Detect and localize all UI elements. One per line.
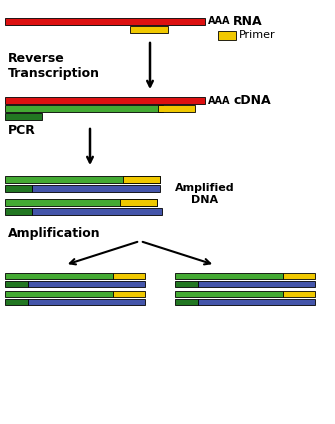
Bar bbox=[123, 176, 160, 183]
Text: RNA: RNA bbox=[233, 15, 263, 28]
Text: cDNA: cDNA bbox=[233, 94, 271, 107]
Bar bbox=[175, 299, 198, 305]
Bar bbox=[28, 299, 145, 305]
Bar bbox=[130, 26, 168, 33]
Bar bbox=[5, 185, 32, 192]
Bar bbox=[175, 291, 283, 297]
Bar bbox=[5, 291, 113, 297]
Bar bbox=[198, 281, 315, 287]
Bar bbox=[283, 291, 315, 297]
Bar bbox=[5, 113, 42, 120]
Bar bbox=[158, 105, 195, 112]
Bar bbox=[28, 281, 145, 287]
Bar bbox=[283, 273, 315, 279]
Bar bbox=[5, 273, 113, 279]
Bar bbox=[5, 299, 28, 305]
Text: Amplification: Amplification bbox=[8, 227, 100, 240]
Bar bbox=[175, 273, 283, 279]
Bar bbox=[32, 208, 162, 215]
Bar bbox=[5, 18, 205, 25]
Text: AAA: AAA bbox=[208, 17, 230, 26]
Bar bbox=[5, 97, 205, 104]
Text: Primer: Primer bbox=[239, 30, 276, 40]
Bar bbox=[175, 281, 198, 287]
Bar bbox=[218, 31, 236, 40]
Bar bbox=[5, 176, 160, 183]
Bar bbox=[5, 208, 32, 215]
Bar bbox=[113, 273, 145, 279]
Bar bbox=[198, 299, 315, 305]
Bar bbox=[5, 199, 157, 206]
Bar bbox=[120, 199, 157, 206]
Text: AAA: AAA bbox=[208, 95, 230, 106]
Text: Amplified
DNA: Amplified DNA bbox=[175, 183, 234, 205]
Bar bbox=[5, 281, 28, 287]
Text: PCR: PCR bbox=[8, 124, 36, 137]
Bar bbox=[32, 185, 160, 192]
Bar bbox=[5, 105, 163, 112]
Bar bbox=[113, 291, 145, 297]
Text: Reverse
Transcription: Reverse Transcription bbox=[8, 52, 100, 80]
